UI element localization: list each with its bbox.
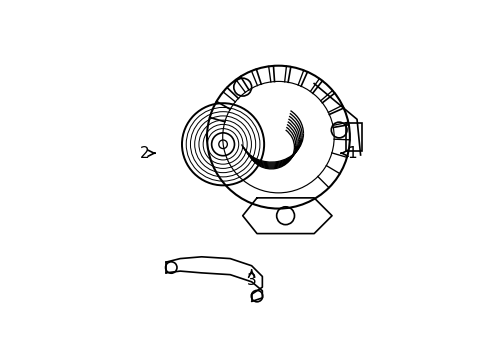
- Bar: [346, 123, 362, 152]
- Text: 3: 3: [246, 270, 256, 288]
- Text: 2: 2: [140, 146, 155, 161]
- Text: 1: 1: [341, 146, 356, 161]
